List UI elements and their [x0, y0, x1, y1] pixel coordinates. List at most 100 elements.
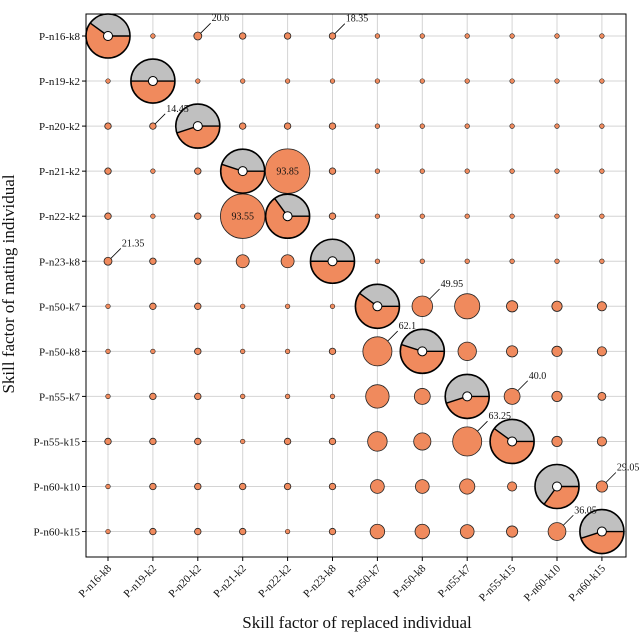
data-bubble: [194, 527, 202, 536]
y-tick-label: P-n22-k2: [39, 211, 80, 223]
y-tick-label: P-n60-k15: [34, 527, 81, 539]
data-bubble: [419, 168, 425, 174]
data-bubble: [413, 388, 431, 405]
annotation-label: 36.05: [574, 505, 597, 516]
data-bubble: [367, 431, 388, 452]
data-bubble: [104, 122, 112, 130]
x-tick-label: P-n55-k7: [436, 562, 474, 600]
data-bubble: [551, 345, 563, 357]
data-bubble: [554, 258, 560, 264]
data-bubble: [149, 302, 157, 310]
annotation-leader: [605, 472, 617, 483]
data-bubble: [149, 482, 157, 491]
data-bubble: [105, 348, 111, 354]
data-bubble: [240, 78, 246, 84]
data-bubble: [459, 478, 476, 495]
diagonal-pie-center: [237, 166, 248, 177]
data-bubble: [411, 295, 433, 317]
diagonal-pie-orange: [544, 486, 579, 509]
x-tick-label: P-n20-k2: [166, 563, 203, 600]
data-bubble: [374, 168, 381, 174]
data-bubble: [599, 258, 605, 264]
annotation-label: 62.1: [399, 321, 417, 332]
data-bubble: [149, 122, 157, 130]
data-bubble: [599, 123, 605, 129]
data-bubble: [149, 392, 157, 401]
diagonal-pie-center: [507, 436, 518, 447]
diagonal-pie-outline: [489, 418, 535, 465]
data-bubble: [554, 213, 560, 219]
y-tick-label: P-n21-k2: [39, 166, 80, 178]
data-bubble: [193, 31, 203, 41]
data-bubble: [328, 527, 337, 536]
data-bubble: [551, 390, 563, 402]
annotation-leader: [477, 420, 488, 432]
data-bubble: [414, 523, 430, 540]
diagonal-pie-center: [192, 121, 203, 132]
data-bubble: [150, 348, 156, 354]
data-bubble: [596, 436, 607, 447]
diagonal-pie-orange: [580, 531, 624, 554]
data-bubble: [105, 78, 111, 84]
annotation-label: 49.95: [441, 279, 464, 290]
data-bubble: [554, 33, 560, 39]
data-bubble: [149, 257, 157, 265]
diagonal-pie-outline: [309, 238, 356, 285]
data-bubble: [464, 258, 470, 264]
diagonal-pie-outline: [399, 328, 446, 375]
diagonal-pie-outline: [175, 103, 221, 149]
data-bubble: [597, 392, 607, 401]
diagonal-pie-center: [103, 31, 113, 41]
x-tick-label: P-n22-k2: [256, 563, 293, 600]
data-bubble: [194, 167, 202, 175]
y-tick-label: P-n19-k2: [39, 76, 80, 88]
data-bubble: [285, 393, 291, 400]
data-bubble: [374, 123, 381, 129]
diagonal-pie-outline: [130, 58, 176, 104]
data-bubble: [369, 523, 386, 540]
data-bubble: [507, 481, 518, 492]
bubble-value-label: 93.85: [276, 167, 299, 178]
data-bubble: [283, 437, 292, 446]
y-tick-label: P-n50-k7: [39, 301, 80, 313]
data-bubble: [194, 212, 202, 220]
data-bubble: [235, 254, 250, 269]
data-bubble: [374, 78, 381, 84]
data-bubble: [464, 33, 470, 39]
y-tick-label: P-n50-k8: [39, 346, 80, 358]
data-bubble: [599, 33, 605, 39]
annotation-label: 29.05: [617, 463, 640, 474]
data-bubble: [362, 336, 393, 367]
data-bubble: [464, 78, 470, 84]
data-bubble: [419, 33, 425, 39]
annotation-leader: [200, 22, 211, 34]
data-bubble: [509, 123, 515, 129]
data-bubble: [599, 213, 605, 219]
x-tick-label: P-n19-k2: [122, 563, 159, 600]
data-bubble: [596, 346, 607, 357]
data-bubble: [551, 435, 563, 447]
data-bubble: [506, 525, 519, 538]
data-bubble: [328, 122, 337, 130]
data-bubble: [150, 33, 156, 39]
data-bubble: [595, 480, 608, 493]
data-bubble: [452, 426, 483, 457]
bubble-value-label: 93.55: [231, 212, 254, 223]
data-bubble: [419, 78, 425, 84]
data-bubble: [105, 303, 111, 309]
data-bubble: [149, 437, 157, 446]
data-bubble: [509, 258, 515, 264]
data-bubble: [104, 437, 112, 446]
annotation-leader: [387, 330, 398, 342]
annotation-label: 40.0: [529, 371, 547, 382]
data-bubble: [150, 168, 156, 174]
diagonal-pie-orange: [176, 126, 220, 149]
data-bubble: [374, 33, 381, 39]
data-bubble: [419, 258, 425, 264]
data-bubble: [551, 300, 563, 312]
data-bubble: [105, 393, 111, 400]
data-bubble: [285, 78, 291, 84]
diagonal-pie-center: [147, 76, 158, 87]
diagonal-pie-center: [372, 301, 383, 312]
data-bubble: [328, 32, 337, 40]
